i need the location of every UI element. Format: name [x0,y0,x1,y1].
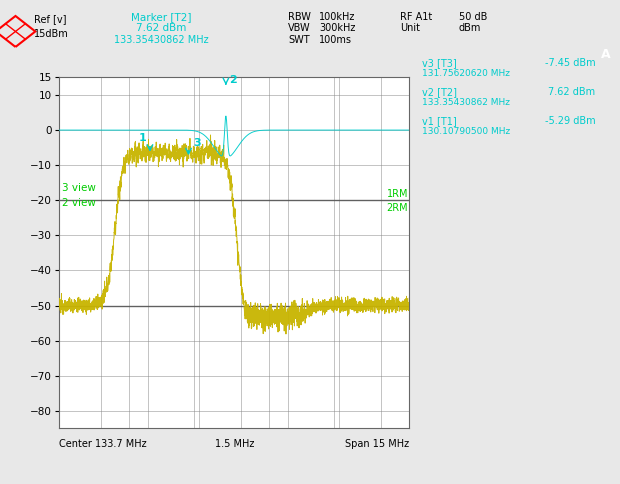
Text: 100kHz: 100kHz [319,12,356,22]
Text: Unit: Unit [400,23,420,33]
Text: 50 dB: 50 dB [459,12,487,22]
Text: v3 [T3]: v3 [T3] [422,58,456,68]
Text: 1: 1 [138,133,146,143]
Text: RF A1t: RF A1t [400,12,432,22]
Text: Marker [T2]: Marker [T2] [131,12,192,22]
Text: 131.75620620 MHz: 131.75620620 MHz [422,69,510,78]
Text: dBm: dBm [459,23,481,33]
Text: Span 15 MHz: Span 15 MHz [345,439,409,450]
Text: 15dBm: 15dBm [34,29,69,39]
Text: 2 view: 2 view [63,197,96,208]
Text: v2 [T2]: v2 [T2] [422,87,456,97]
Text: VBW: VBW [288,23,311,33]
Text: -5.29 dBm: -5.29 dBm [544,116,595,126]
Text: 2RM: 2RM [386,203,408,213]
Text: A: A [601,48,611,61]
Text: 1RM: 1RM [386,189,408,199]
Text: 130.10790500 MHz: 130.10790500 MHz [422,127,510,136]
Text: 133.35430862 MHz: 133.35430862 MHz [422,98,510,107]
Text: 3 view: 3 view [63,183,96,194]
Text: 300kHz: 300kHz [319,23,356,33]
Text: 7.62 dBm: 7.62 dBm [548,87,595,97]
Text: 100ms: 100ms [319,35,352,45]
Text: 7.62 dBm: 7.62 dBm [136,23,186,33]
Text: 2: 2 [229,75,237,85]
Text: 3: 3 [193,138,201,148]
Text: -7.45 dBm: -7.45 dBm [544,58,595,68]
Text: SWT: SWT [288,35,310,45]
Text: RBW: RBW [288,12,311,22]
Text: v1 [T1]: v1 [T1] [422,116,456,126]
Text: Center 133.7 MHz: Center 133.7 MHz [59,439,146,450]
Text: Ref [v]: Ref [v] [34,15,66,25]
Text: 133.35430862 MHz: 133.35430862 MHz [114,35,208,45]
Text: 1.5 MHz: 1.5 MHz [215,439,254,450]
